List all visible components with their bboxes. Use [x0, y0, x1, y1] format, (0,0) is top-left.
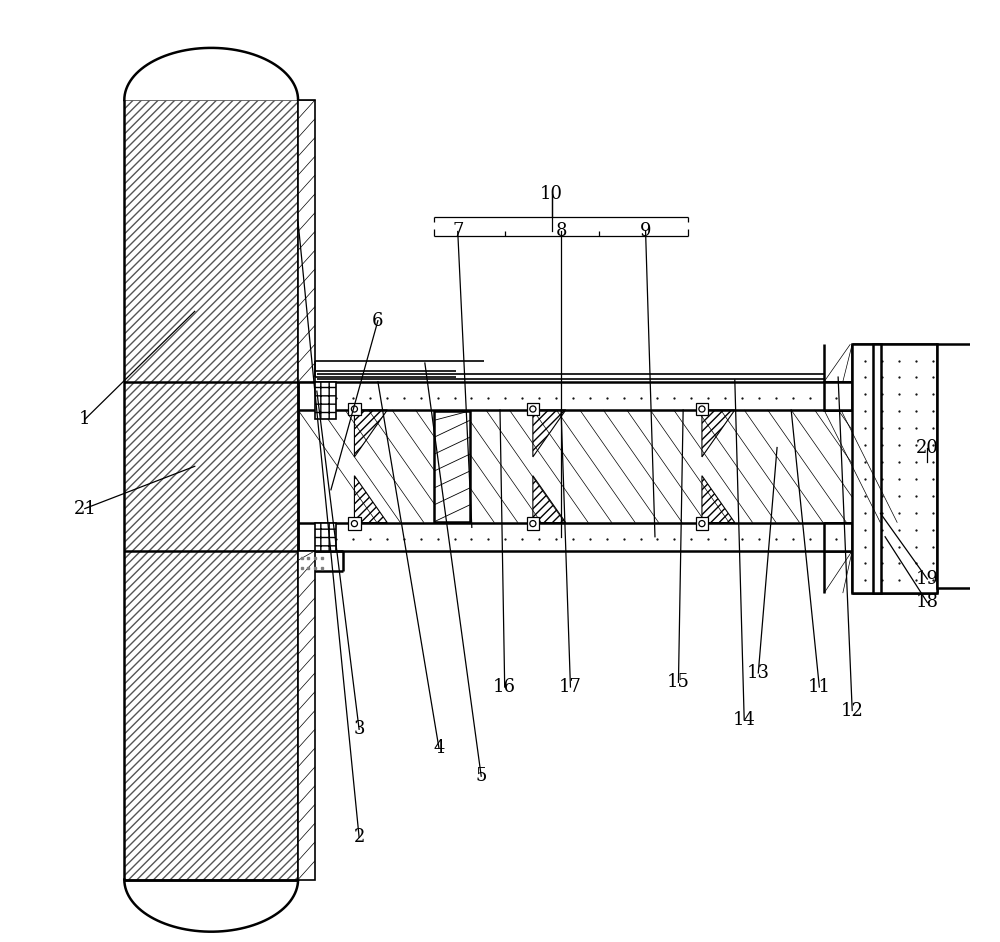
Text: 13: 13: [747, 664, 770, 682]
Text: 15: 15: [667, 674, 690, 691]
Bar: [873, 344, 881, 593]
Circle shape: [699, 521, 705, 527]
Text: 14: 14: [733, 711, 756, 729]
Text: 9: 9: [640, 222, 651, 240]
Text: 8: 8: [555, 222, 567, 240]
Text: 4: 4: [433, 739, 445, 757]
Bar: [937, 344, 974, 589]
Text: 11: 11: [808, 678, 831, 696]
Text: 1: 1: [79, 411, 91, 429]
Bar: [124, 100, 298, 880]
Bar: [696, 517, 708, 529]
Text: 2: 2: [353, 828, 365, 846]
Bar: [124, 100, 298, 880]
Bar: [434, 411, 470, 522]
Text: 16: 16: [493, 678, 516, 696]
Circle shape: [530, 406, 536, 412]
Text: 17: 17: [559, 678, 582, 696]
Bar: [348, 403, 361, 415]
Circle shape: [699, 406, 705, 412]
Text: 6: 6: [372, 312, 384, 330]
Text: 19: 19: [916, 570, 939, 588]
Text: 12: 12: [841, 702, 864, 720]
Circle shape: [351, 521, 357, 527]
Bar: [298, 100, 315, 382]
Bar: [527, 403, 539, 415]
Bar: [348, 517, 361, 529]
Text: 18: 18: [916, 593, 939, 611]
Text: 21: 21: [73, 499, 96, 517]
Circle shape: [530, 521, 536, 527]
Bar: [852, 344, 937, 593]
Circle shape: [351, 406, 357, 412]
Text: 20: 20: [916, 439, 939, 457]
Text: 7: 7: [452, 222, 463, 240]
Text: 10: 10: [540, 185, 563, 203]
Text: 3: 3: [353, 721, 365, 739]
Bar: [298, 551, 315, 880]
Bar: [824, 382, 852, 410]
Bar: [696, 403, 708, 415]
Bar: [527, 517, 539, 529]
Bar: [315, 523, 336, 551]
Text: 5: 5: [476, 767, 487, 786]
Bar: [824, 523, 852, 551]
Bar: [315, 382, 336, 419]
